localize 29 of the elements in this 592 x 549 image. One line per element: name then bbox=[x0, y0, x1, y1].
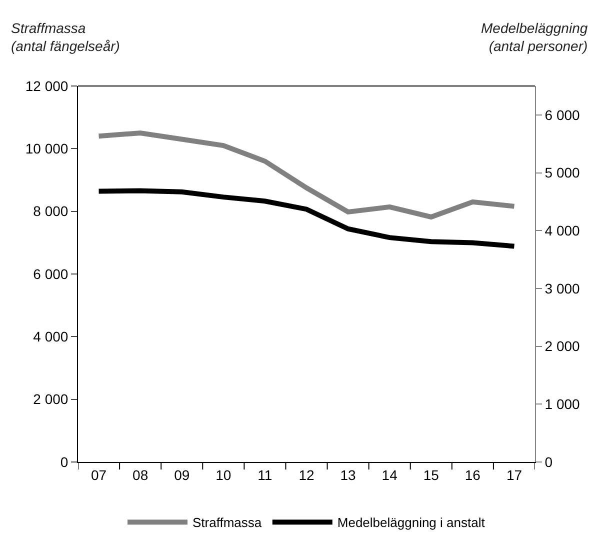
x-tick-label: 17 bbox=[506, 466, 522, 483]
y2-tick-label: 5 000 bbox=[544, 164, 580, 181]
x-tick-label: 09 bbox=[174, 466, 190, 483]
x-tick-label: 12 bbox=[298, 466, 314, 483]
y2-axis-title: Medelbeläggning (antal personer) bbox=[481, 20, 588, 54]
x-tick-label: 13 bbox=[340, 466, 356, 483]
legend-label: Medelbeläggning i anstalt bbox=[337, 515, 486, 530]
x-tick-label: 08 bbox=[132, 466, 148, 483]
y-axis-title: Straffmassa (antal fängelseår) bbox=[11, 20, 120, 54]
x-tick-label: 11 bbox=[258, 466, 272, 483]
x-tick-label: 07 bbox=[90, 466, 107, 483]
legend-label: Straffmassa bbox=[192, 515, 262, 530]
x-tick-label: 14 bbox=[382, 466, 398, 483]
x-tick-label: 15 bbox=[423, 466, 440, 483]
x-tick-label: 10 bbox=[216, 466, 232, 483]
y-tick-label: 4 000 bbox=[33, 328, 68, 345]
x-tick-label: 16 bbox=[464, 466, 481, 483]
y-tick-label: 12 000 bbox=[25, 78, 68, 94]
y2-tick-label: 1 000 bbox=[544, 396, 580, 412]
y-tick-label: 10 000 bbox=[25, 140, 68, 157]
y-tick-label: 2 000 bbox=[33, 391, 68, 408]
y2-tick-label: 3 000 bbox=[544, 280, 580, 296]
y2-tick-label: 4 000 bbox=[544, 222, 580, 239]
y2-tick-label: 0 bbox=[544, 454, 553, 470]
y-tick-label: 8 000 bbox=[33, 203, 68, 220]
y-tick-label: 0 bbox=[60, 454, 68, 470]
y2-tick-label: 2 000 bbox=[544, 338, 580, 354]
y-tick-label: 6 000 bbox=[33, 266, 68, 282]
y2-tick-label: 6 000 bbox=[544, 106, 580, 123]
